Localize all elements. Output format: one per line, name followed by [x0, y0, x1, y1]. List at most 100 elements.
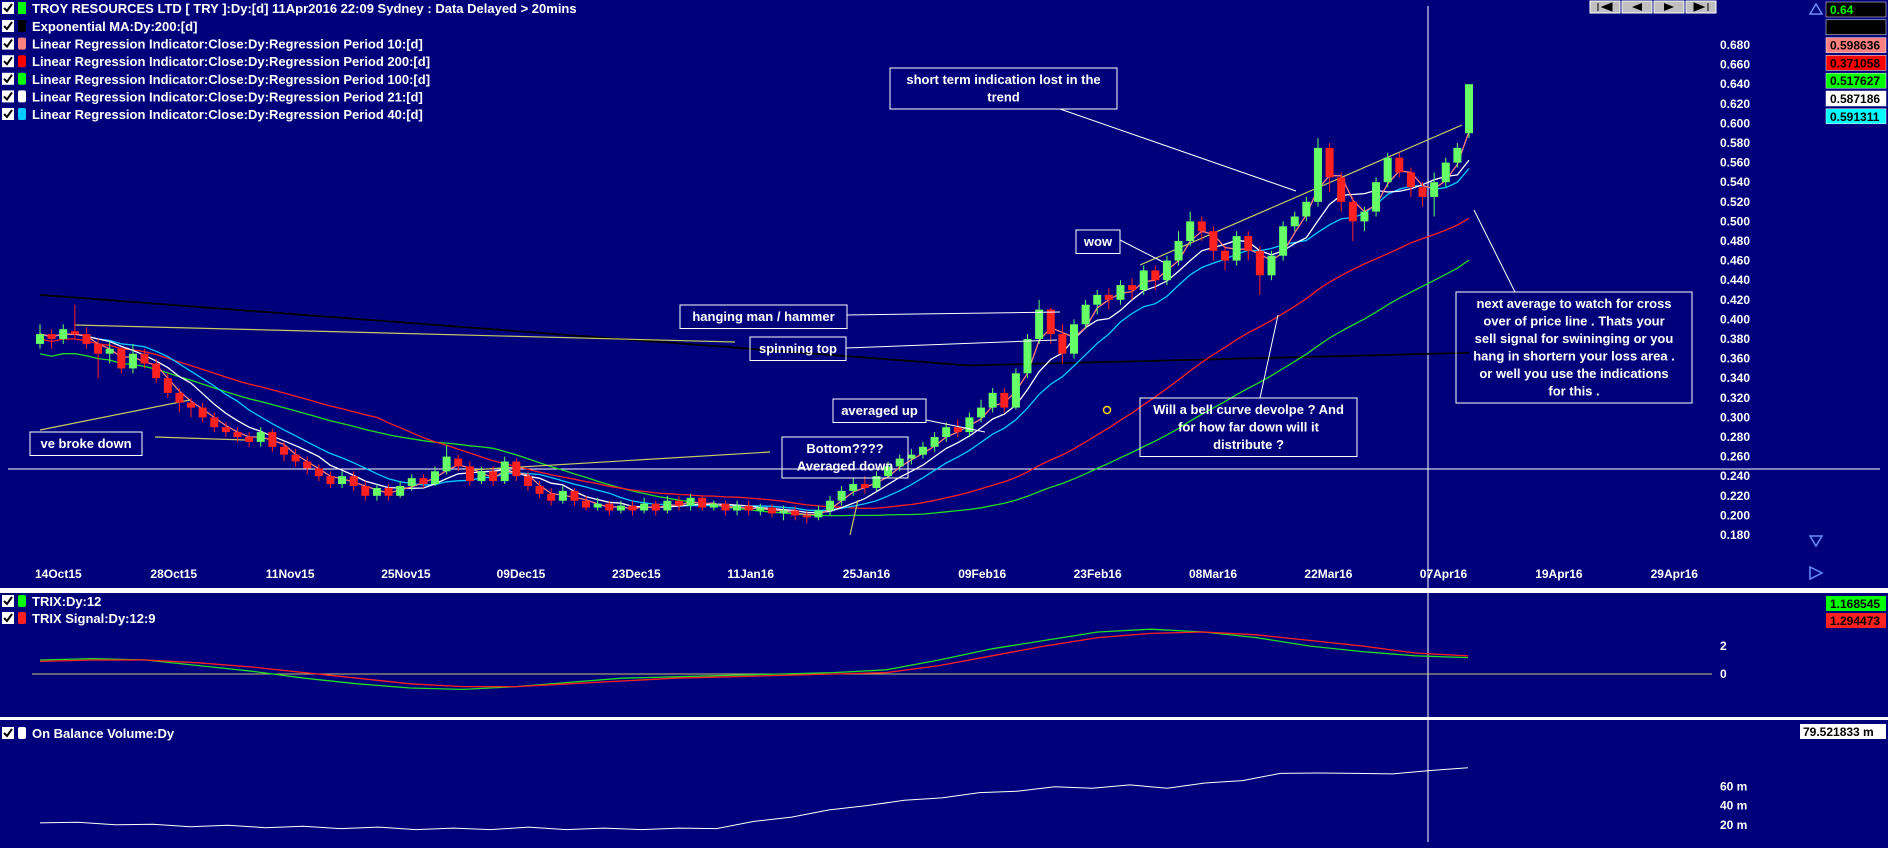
candle-body	[117, 348, 126, 369]
candle-body	[977, 407, 986, 418]
scroll-right-icon[interactable]	[1809, 565, 1824, 581]
trix-value-badge	[1826, 596, 1886, 611]
annotation-text: distribute ?	[1213, 437, 1284, 452]
chart-title: TROY RESOURCES LTD [ TRY ]:Dy:[d] 11Apr2…	[32, 1, 577, 16]
annotation-text: hang in shortern your loss area .	[1473, 349, 1675, 364]
candle-body	[605, 503, 614, 511]
candle-body	[1313, 147, 1322, 202]
date-tick-label: 14Oct15	[35, 567, 82, 581]
annotation-text: over of price line . Thats your	[1483, 314, 1664, 329]
value-badge-text: 0.587186	[1830, 92, 1880, 106]
annotation-text: spinning top	[759, 341, 837, 356]
date-tick-label: 11Jan16	[727, 567, 774, 581]
candle-body	[1360, 211, 1369, 222]
candle-body	[779, 510, 788, 514]
scroll-down-icon[interactable]	[1808, 535, 1824, 548]
candle-body	[965, 417, 974, 433]
check-icon	[3, 3, 13, 13]
date-tick-label: 28Oct15	[150, 567, 197, 581]
check-icon	[3, 39, 13, 49]
annotation-short-term-indication: short term indication lost in the trend	[889, 67, 1297, 192]
lr-10-line	[39, 131, 1470, 516]
obv-tick-label: 40 m	[1720, 799, 1747, 813]
annotation-pointer	[1259, 314, 1279, 399]
trix-panel[interactable]: TRIX:Dy:12 TRIX Signal:Dy:12:9 1.168545 1.2…	[2, 594, 1886, 691]
value-badge	[1825, 108, 1887, 125]
candle-body	[256, 432, 265, 442]
candle-body	[512, 461, 521, 477]
price-tick-label: 0.440	[1720, 273, 1750, 287]
candle-body	[523, 476, 532, 486]
date-tick-label: 23Feb16	[1074, 567, 1122, 581]
panel-separator-2[interactable]	[0, 717, 1888, 720]
obv-panel[interactable]: On Balance Volume:Dy 79.521833 m 60 m 40 m 2…	[2, 724, 1886, 832]
panel-separator-1[interactable]	[0, 588, 1888, 593]
price-tick-label: 0.320	[1720, 391, 1750, 405]
candle-body	[268, 432, 277, 447]
candle-body	[1046, 309, 1055, 335]
legend-swatch	[18, 108, 26, 120]
value-badge	[1825, 1, 1887, 18]
trix-series-line	[39, 628, 1469, 691]
annotation-box	[29, 431, 143, 456]
price-tick-label: 0.620	[1720, 97, 1750, 111]
value-badges: 0.64 0.598636 0.371058 0.517627 0.587186 0.59…	[1825, 1, 1887, 125]
candle-body	[651, 503, 660, 511]
candle-body	[767, 507, 776, 514]
candle-body	[640, 503, 649, 511]
candle-body	[152, 363, 161, 379]
date-tick-label: 19Apr16	[1535, 567, 1583, 581]
candle-body	[907, 454, 916, 459]
annotation-text: short term indication lost in the	[906, 72, 1100, 87]
scroll-up-icon[interactable]	[1808, 2, 1824, 15]
candle-body	[756, 507, 765, 511]
candle-body	[1104, 294, 1113, 300]
annotation-pointer	[846, 311, 1061, 316]
candlesticks	[36, 84, 1473, 524]
date-tick-label: 09Feb16	[958, 567, 1006, 581]
legend-swatch	[18, 72, 26, 85]
legend-swatch	[18, 90, 26, 103]
ema-200-line	[39, 294, 1470, 367]
date-tick-label: 07Apr16	[1420, 567, 1468, 581]
candle-body	[1337, 177, 1346, 202]
candle-body	[1197, 221, 1206, 232]
candle-body	[314, 468, 323, 477]
price-tick-label: 0.180	[1720, 528, 1750, 542]
value-badge-text: 0.517627	[1830, 74, 1880, 88]
candle-body	[1093, 294, 1102, 305]
candle-body	[616, 505, 625, 511]
candle-body	[454, 458, 463, 467]
candle-body	[930, 437, 939, 447]
annotation-box	[832, 398, 927, 423]
annotation-box	[781, 436, 909, 479]
annotation-text: or well you use the indications	[1479, 366, 1668, 381]
candle-body	[547, 493, 556, 501]
price-panel[interactable]: 0.6800.6600.6400.6200.6000.5800.5600.540…	[8, 6, 1880, 842]
price-tick-label: 0.480	[1720, 234, 1750, 248]
candle-body	[303, 461, 312, 469]
candle-body	[1255, 250, 1264, 276]
date-axis: 14Oct15 28Oct15 11Nov15 25Nov15 09Dec15 23Dec…	[35, 567, 1698, 581]
annotations: short term indication lost in the trend wo…	[29, 67, 1693, 479]
candle-body	[814, 510, 823, 518]
candle-body	[1453, 147, 1462, 163]
candle-body	[582, 500, 591, 508]
price-tick-label: 0.220	[1720, 489, 1750, 503]
annotation-box	[889, 67, 1118, 110]
cursor-marker	[1102, 405, 1112, 415]
candle-body	[837, 490, 846, 501]
annotation-text: averaged up	[841, 403, 918, 418]
price-tick-label: 0.580	[1720, 136, 1750, 150]
date-tick-label: 22Mar16	[1304, 567, 1352, 581]
candle-body	[1244, 236, 1253, 251]
annotation-box	[749, 336, 847, 361]
annotation-bell-curve: Will a bell curve devolpe ? And for how f…	[1139, 314, 1358, 457]
date-tick-label: 29Apr16	[1651, 567, 1699, 581]
annotation-text: ve broke down	[40, 436, 131, 451]
candle-body	[942, 427, 951, 437]
annotation-averaged-up: averaged up	[832, 398, 986, 433]
price-tick-label: 0.360	[1720, 352, 1750, 366]
candle-body	[372, 487, 381, 496]
